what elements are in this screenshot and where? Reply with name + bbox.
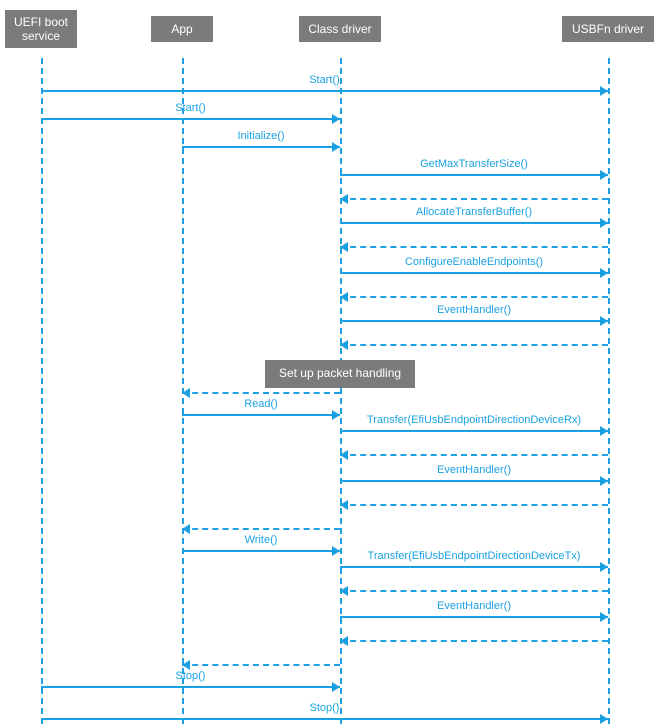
message-line — [41, 118, 340, 120]
arrow-right-icon — [332, 682, 340, 692]
message-label: GetMaxTransferSize() — [420, 158, 528, 170]
message-line — [340, 566, 608, 568]
arrow-right-icon — [600, 218, 608, 228]
message-line — [182, 550, 340, 552]
message-line — [340, 454, 608, 456]
lifeline-uefi — [41, 58, 43, 724]
message-line — [41, 686, 340, 688]
message-line — [340, 344, 608, 346]
message-line — [182, 392, 340, 394]
message-line — [340, 174, 608, 176]
arrow-left-icon — [340, 340, 348, 350]
note-setup-packet-handling: Set up packet handling — [265, 360, 415, 388]
arrow-right-icon — [600, 426, 608, 436]
arrow-left-icon — [340, 194, 348, 204]
arrow-right-icon — [600, 268, 608, 278]
participant-usbfn: USBFn driver — [562, 16, 654, 42]
message-label: Transfer(EfiUsbEndpointDirectionDeviceRx… — [367, 414, 581, 426]
arrow-left-icon — [340, 450, 348, 460]
message-label: ConfigureEnableEndpoints() — [405, 256, 543, 268]
message-label: Transfer(EfiUsbEndpointDirectionDeviceTx… — [368, 550, 581, 562]
arrow-left-icon — [340, 500, 348, 510]
message-line — [182, 414, 340, 416]
message-line — [340, 590, 608, 592]
arrow-right-icon — [600, 612, 608, 622]
arrow-right-icon — [600, 170, 608, 180]
participant-uefi: UEFI bootservice — [5, 10, 77, 48]
arrow-right-icon — [332, 142, 340, 152]
arrow-right-icon — [332, 410, 340, 420]
message-label: EventHandler() — [437, 304, 511, 316]
message-line — [340, 222, 608, 224]
message-line — [340, 640, 608, 642]
arrow-left-icon — [340, 242, 348, 252]
message-line — [340, 296, 608, 298]
message-label: Start() — [175, 102, 206, 114]
message-label: EventHandler() — [437, 600, 511, 612]
participant-app: App — [151, 16, 213, 42]
arrow-right-icon — [332, 114, 340, 124]
message-line — [41, 718, 608, 720]
arrow-left-icon — [182, 388, 190, 398]
arrow-right-icon — [600, 476, 608, 486]
message-line — [340, 430, 608, 432]
message-label: Initialize() — [237, 130, 284, 142]
arrow-right-icon — [600, 714, 608, 724]
arrow-left-icon — [340, 292, 348, 302]
arrow-right-icon — [600, 562, 608, 572]
arrow-right-icon — [600, 316, 608, 326]
message-line — [182, 528, 340, 530]
message-label: Read() — [244, 398, 278, 410]
arrow-right-icon — [600, 86, 608, 96]
message-line — [182, 146, 340, 148]
arrow-left-icon — [340, 586, 348, 596]
message-line — [340, 320, 608, 322]
arrow-left-icon — [340, 636, 348, 646]
lifeline-usbfn — [608, 58, 610, 724]
arrow-left-icon — [182, 660, 190, 670]
arrow-left-icon — [182, 524, 190, 534]
message-line — [340, 272, 608, 274]
message-line — [340, 198, 608, 200]
message-line — [340, 246, 608, 248]
message-label: Start() — [309, 74, 340, 86]
lifeline-class — [340, 58, 342, 724]
message-label: Stop() — [176, 670, 206, 682]
message-line — [41, 90, 608, 92]
message-line — [340, 616, 608, 618]
message-label: AllocateTransferBuffer() — [416, 206, 532, 218]
message-line — [182, 664, 340, 666]
message-label: EventHandler() — [437, 464, 511, 476]
arrow-right-icon — [332, 546, 340, 556]
message-line — [340, 504, 608, 506]
message-label: Write() — [245, 534, 278, 546]
participant-class: Class driver — [299, 16, 381, 42]
message-label: Stop() — [310, 702, 340, 714]
message-line — [340, 480, 608, 482]
